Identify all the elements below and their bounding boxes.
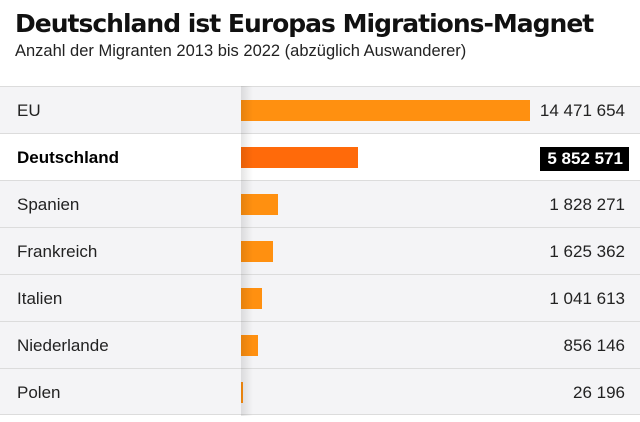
bar — [241, 335, 259, 356]
value-label: 26 196 — [573, 383, 625, 402]
bar — [241, 147, 358, 168]
bar — [241, 100, 530, 121]
bar — [241, 288, 262, 309]
value-label: 1 828 271 — [549, 195, 625, 214]
row-deutschland: Deutschland 5 852 571 — [0, 133, 640, 180]
row-eu: EU 14 471 654 — [0, 86, 640, 133]
chart-subtitle: Anzahl der Migranten 2013 bis 2022 (abzü… — [15, 42, 467, 60]
bar — [241, 241, 274, 262]
value-label: 1 041 613 — [549, 289, 625, 308]
chart-title: Deutschland ist Europas Migrations-Magne… — [15, 9, 594, 38]
row-frankreich: Frankreich 1 625 362 — [0, 227, 640, 274]
category-label: Deutschland — [17, 148, 120, 167]
row-niederlande: Niederlande 856 146 — [0, 321, 640, 368]
value-label: 856 146 — [563, 336, 625, 355]
category-label: Polen — [17, 383, 61, 402]
bar — [241, 194, 278, 215]
category-label: Spanien — [17, 195, 80, 214]
value-label-highlight: 5 852 571 — [540, 147, 629, 171]
row-italien: Italien 1 041 613 — [0, 274, 640, 321]
row-spanien: Spanien 1 828 271 — [0, 180, 640, 227]
row-polen: Polen 26 196 — [0, 368, 640, 415]
category-label: EU — [17, 101, 41, 120]
category-label: Italien — [17, 289, 63, 308]
bar — [241, 382, 243, 403]
category-label: Frankreich — [17, 242, 98, 261]
category-label: Niederlande — [17, 336, 109, 355]
value-label: 1 625 362 — [549, 242, 625, 261]
value-label: 14 471 654 — [539, 101, 625, 120]
chart-header: Deutschland ist Europas Migrations-Magne… — [15, 8, 630, 62]
bar-table: EU 14 471 654 Deutschland 5 852 571 Span… — [0, 86, 640, 415]
